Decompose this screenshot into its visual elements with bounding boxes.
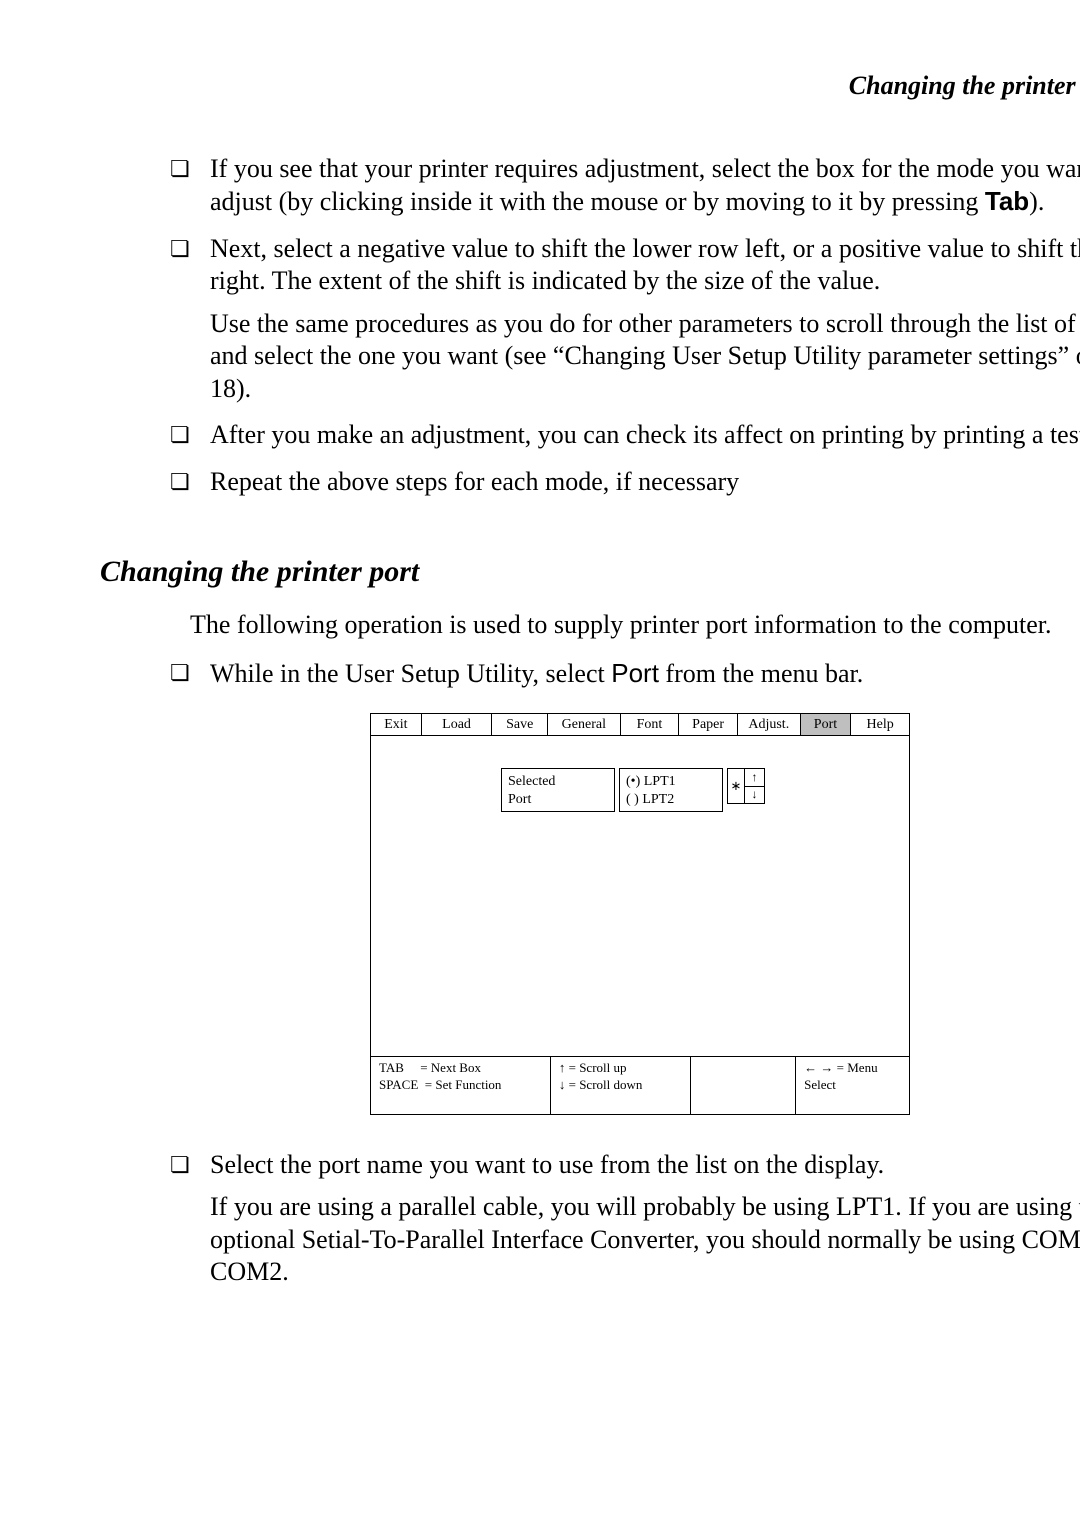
text: If you see that your printer requires ad… <box>210 154 1080 217</box>
text: While in the User Setup Utility, select <box>210 659 611 688</box>
step-select-port-name-sub: If you are using a parallel cable, you w… <box>210 1191 1080 1289</box>
selected-port-panel: Selected Port <box>501 768 615 812</box>
diagram-body: Selected Port (•) LPT1( ) LPT2 ∗ ↑ ↓ <box>370 736 910 1057</box>
menu-item-help: Help <box>851 714 909 736</box>
step-select-value-sub: Use the same procedures as you do for ot… <box>210 308 1080 406</box>
step-repeat: Repeat the above steps for each mode, if… <box>170 466 1080 499</box>
step-check-print: After you make an adjustment, you can ch… <box>170 419 1080 452</box>
scroll-marker: ∗ <box>728 769 745 803</box>
menu-item-general: General <box>548 714 621 736</box>
running-header-title: Changing the printer port <box>849 71 1080 100</box>
text: Select the port name you want to use fro… <box>210 1150 884 1179</box>
step-select-mode: If you see that your printer requires ad… <box>170 153 1080 219</box>
footer-cell: ↑ = Scroll up↓ = Scroll down <box>551 1057 691 1114</box>
scroll-down-icon: ↓ <box>745 787 764 804</box>
text: ). <box>1029 187 1044 216</box>
running-header: Changing the printer port 27 <box>100 70 1080 103</box>
port-option: (•) LPT1 <box>626 773 716 791</box>
scroll-panel: ∗ ↑ ↓ <box>727 768 765 804</box>
footer-cell: TAB = Next BoxSPACE = Set Function <box>371 1057 551 1114</box>
port-utility-diagram: ExitLoadSaveGeneralFontPaperAdjust.PortH… <box>370 713 910 1115</box>
text: from the menu bar. <box>659 659 863 688</box>
menu-item-port: Port <box>801 714 852 736</box>
diagram-footer: TAB = Next BoxSPACE = Set Function↑ = Sc… <box>370 1057 910 1115</box>
menu-item-paper: Paper <box>679 714 738 736</box>
menu-item-exit: Exit <box>371 714 422 736</box>
port-menu-name: Port <box>611 658 659 688</box>
section-heading: Changing the printer port <box>100 553 1080 591</box>
diagram-menubar: ExitLoadSaveGeneralFontPaperAdjust.PortH… <box>370 713 910 737</box>
footer-cell <box>691 1057 796 1114</box>
scroll-up-icon: ↑ <box>745 769 764 787</box>
text: Port <box>508 791 608 809</box>
step-select-port-menu: While in the User Setup Utility, select … <box>170 657 1080 691</box>
port-steps-list-1: While in the User Setup Utility, select … <box>170 657 1080 691</box>
menu-item-save: Save <box>492 714 548 736</box>
step-select-value: Next, select a negative value to shift t… <box>170 233 1080 406</box>
section-intro: The following operation is used to suppl… <box>190 609 1080 642</box>
text: Next, select a negative value to shift t… <box>210 234 1080 296</box>
menu-item-adjust: Adjust. <box>738 714 801 736</box>
adjustment-steps-list: If you see that your printer requires ad… <box>170 153 1080 499</box>
footer-cell: ← → = Menu Select <box>796 1057 909 1114</box>
tab-key-label: Tab <box>985 186 1029 216</box>
port-steps-list-2: Select the port name you want to use fro… <box>170 1149 1080 1289</box>
port-option: ( ) LPT2 <box>626 791 716 809</box>
step-select-port-name: Select the port name you want to use fro… <box>170 1149 1080 1289</box>
port-options-panel: (•) LPT1( ) LPT2 <box>619 768 723 812</box>
menu-item-font: Font <box>621 714 680 736</box>
text: Selected <box>508 773 608 791</box>
menu-item-load: Load <box>422 714 493 736</box>
